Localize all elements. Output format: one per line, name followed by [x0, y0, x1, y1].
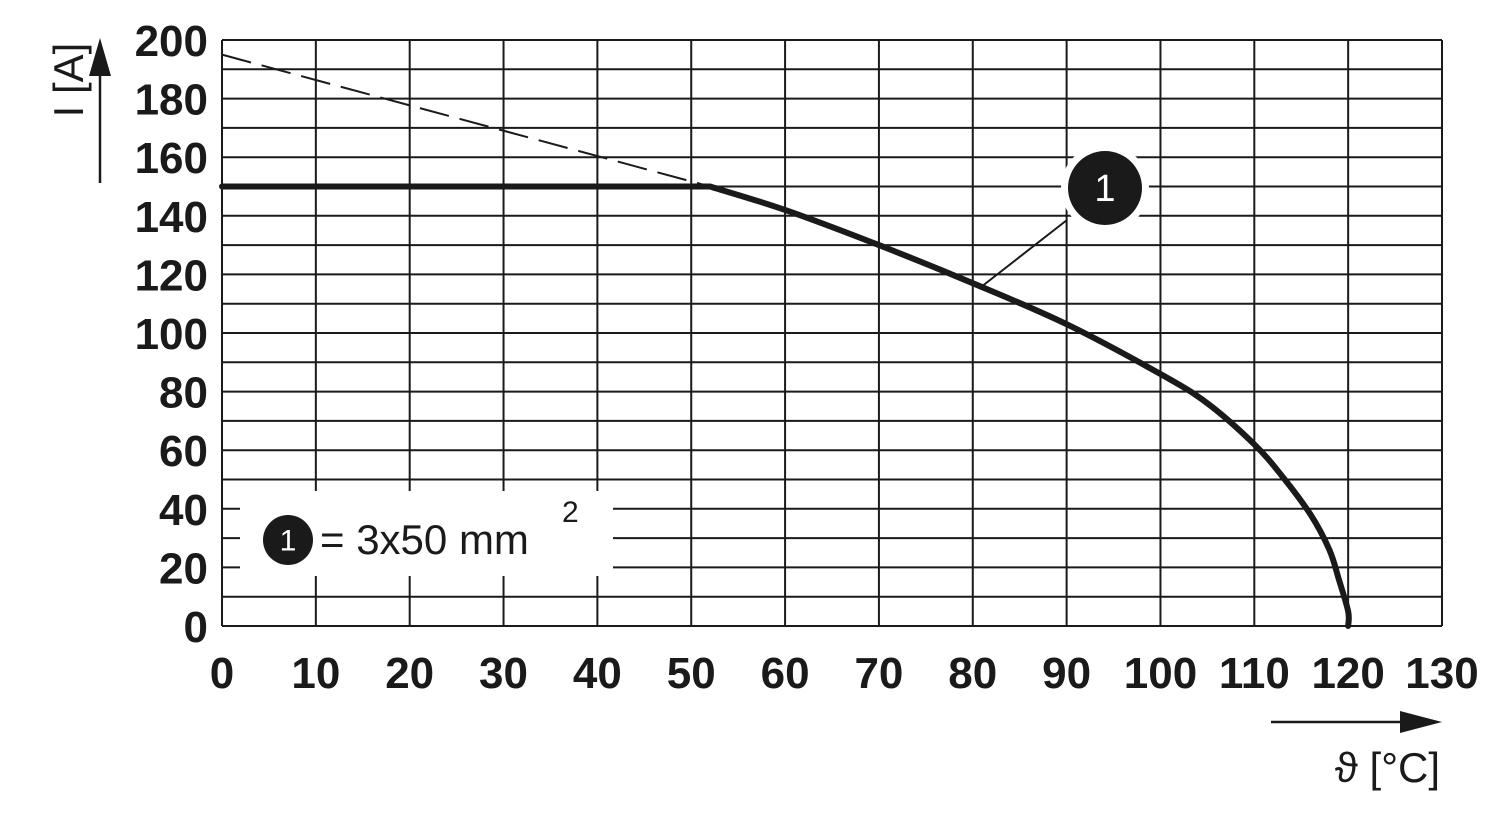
- series-layer: [219, 53, 1352, 629]
- y-tick-label: 80: [159, 369, 208, 418]
- x-tick-label: 10: [291, 649, 340, 698]
- y-tick-label: 100: [135, 310, 208, 359]
- y-tick-label: 180: [135, 76, 208, 125]
- y-axis-label: I [A]: [45, 43, 92, 118]
- y-tick-label: 60: [159, 427, 208, 476]
- legend-superscript: 2: [562, 496, 579, 529]
- x-axis-label: ϑ [°C]: [1335, 744, 1440, 791]
- y-tick-label: 0: [184, 603, 208, 652]
- legend-text: = 3x50 mm: [320, 516, 529, 563]
- callout-circle: [1068, 151, 1142, 225]
- callout-leader-line: [981, 219, 1068, 287]
- legend-marker-number: 1: [280, 525, 297, 558]
- x-axis-arrow-head: [1400, 711, 1442, 733]
- y-tick-label: 20: [159, 544, 208, 593]
- x-tick-label: 20: [385, 649, 434, 698]
- y-tick-label: 140: [135, 193, 208, 242]
- tick-labels: 0 10 20 30 40 50 60 70 80 90 100 110 120 130 0 20 40 60 80…: [135, 17, 1479, 698]
- x-tick-label: 130: [1405, 649, 1478, 698]
- callout-number: 1: [1094, 168, 1115, 210]
- grid: [221, 39, 1443, 627]
- series-line-1: [219, 183, 1352, 629]
- x-tick-label: 80: [948, 649, 997, 698]
- x-tick-label: 90: [1042, 649, 1091, 698]
- y-tick-label: 120: [135, 251, 208, 300]
- x-tick-label: 120: [1311, 649, 1384, 698]
- y-tick-label: 40: [159, 486, 208, 535]
- x-axis-label-group: ϑ [°C]: [1271, 711, 1442, 791]
- legend-marker-circle: [263, 515, 313, 565]
- x-tick-label: 70: [854, 649, 903, 698]
- x-tick-label: 40: [573, 649, 622, 698]
- x-tick-label: 0: [210, 649, 234, 698]
- x-tick-label: 60: [761, 649, 810, 698]
- x-tick-label: 100: [1124, 649, 1197, 698]
- series-line-dashed: [221, 53, 711, 188]
- legend: 1 = 3x50 mm 2: [240, 491, 613, 576]
- y-tick-label: 200: [135, 17, 208, 66]
- x-tick-label: 30: [479, 649, 528, 698]
- x-tick-label: 50: [667, 649, 716, 698]
- x-tick-label: 110: [1219, 649, 1290, 698]
- y-axis-label-group: I [A]: [45, 38, 111, 183]
- y-axis-arrow-head: [89, 38, 111, 76]
- series-callout: 1: [981, 144, 1149, 287]
- y-tick-label: 160: [135, 134, 208, 183]
